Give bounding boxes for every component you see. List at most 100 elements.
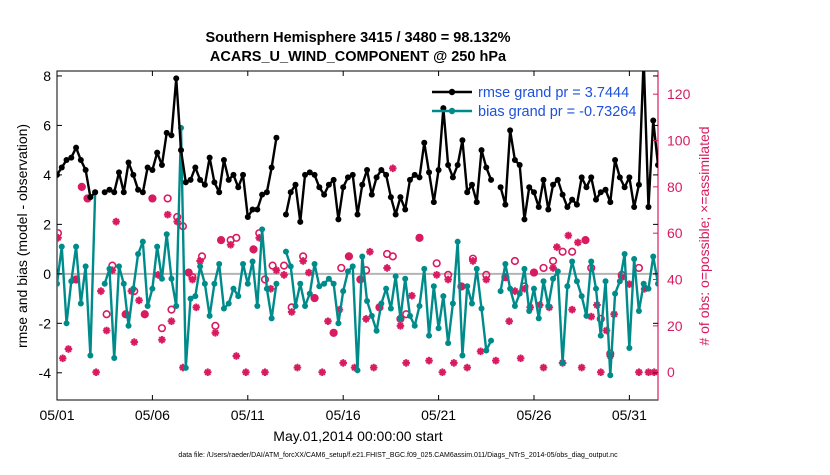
rmse-point	[455, 162, 461, 168]
obs-assimilated-marker	[416, 234, 424, 242]
bias-point	[431, 283, 437, 289]
obs-assimilated-marker	[168, 317, 176, 325]
obs-assimilated-marker	[130, 338, 138, 346]
rmse-point	[531, 189, 537, 195]
bias-point	[335, 320, 341, 326]
rmse-point	[464, 189, 470, 195]
rmse-point	[488, 177, 494, 183]
bias-point	[569, 258, 575, 264]
bias-point	[302, 303, 308, 309]
bias-point	[555, 268, 561, 274]
rmse-point	[550, 182, 556, 188]
rmse-point	[326, 182, 332, 188]
bias-point	[450, 301, 456, 307]
y-left-tick-label: 4	[43, 167, 51, 183]
obs-assimilated-marker	[578, 364, 586, 372]
rmse-point	[397, 194, 403, 200]
rmse-point	[321, 192, 327, 198]
bias-point	[808, 256, 814, 262]
bias-point	[130, 286, 136, 292]
bias-point	[245, 281, 251, 287]
rmse-point	[331, 177, 337, 183]
bias-point	[54, 281, 60, 287]
rmse-point	[579, 174, 585, 180]
bias-point	[207, 313, 213, 319]
bias-point	[803, 268, 809, 274]
bias-point	[474, 266, 480, 272]
bias-point	[87, 352, 93, 358]
bias-point	[402, 276, 408, 282]
bias-point	[250, 258, 256, 264]
x-tick-label: 05/11	[231, 407, 265, 423]
obs-assimilated-marker	[318, 368, 326, 376]
rmse-point	[474, 199, 480, 205]
rmse-point	[188, 177, 194, 183]
rmse-point	[521, 216, 527, 222]
bias-point	[202, 281, 208, 287]
bias-point	[579, 293, 585, 299]
obs-assimilated-marker	[425, 357, 433, 365]
bias-point	[765, 385, 771, 391]
obs-assimilated-marker	[324, 317, 332, 325]
bias-point	[684, 310, 690, 316]
bias-point	[374, 328, 380, 334]
bias-point	[812, 301, 818, 307]
bias-point	[355, 367, 361, 373]
rmse-point	[340, 184, 346, 190]
obs-possible-marker	[559, 248, 566, 255]
bias-point	[626, 345, 632, 351]
rmse-point	[121, 189, 127, 195]
bias-point	[603, 278, 609, 284]
obs-assimilated-marker	[204, 368, 212, 376]
rmse-point	[417, 174, 423, 180]
rmse-point	[674, 197, 680, 203]
bias-point	[674, 310, 680, 316]
y-left-tick-label: -2	[39, 315, 52, 331]
rmse-point	[226, 177, 232, 183]
bias-point	[421, 266, 427, 272]
rmse-point	[684, 214, 690, 220]
bias-point	[154, 244, 160, 250]
bias-point	[521, 266, 527, 272]
rmse-point	[393, 211, 399, 217]
obs-assimilated-marker	[517, 354, 525, 362]
obs-possible-marker	[338, 265, 345, 272]
bias-point	[655, 281, 661, 287]
bias-point	[769, 303, 775, 309]
rmse-point	[603, 187, 609, 193]
rmse-point	[712, 184, 718, 190]
rmse-point	[355, 211, 361, 217]
obs-assimilated-marker	[141, 310, 149, 318]
bias-point	[755, 313, 761, 319]
bias-point	[550, 276, 556, 282]
bias-point	[760, 268, 766, 274]
obs-assimilated-marker	[389, 165, 397, 173]
bias-point	[717, 251, 723, 257]
bias-point	[445, 340, 451, 346]
obs-assimilated-marker	[339, 359, 347, 367]
obs-assimilated-marker	[112, 218, 120, 226]
rmse-point	[288, 189, 294, 195]
bias-point	[168, 276, 174, 282]
rmse-point	[154, 150, 160, 156]
rmse-point	[264, 189, 270, 195]
rmse-point	[126, 160, 132, 166]
bias-point	[502, 261, 508, 267]
bias-point	[660, 256, 666, 262]
bias-point	[192, 293, 198, 299]
bias-point	[307, 291, 313, 297]
bias-point	[631, 256, 637, 262]
obs-possible-marker	[550, 258, 557, 265]
y-right-tick-label: 100	[667, 133, 691, 149]
bias-point	[789, 301, 795, 307]
bias-point	[149, 286, 155, 292]
bias-point	[221, 305, 227, 311]
obs-assimilated-marker	[370, 364, 378, 372]
obs-assimilated-marker	[450, 359, 458, 367]
obs-assimilated-marker	[345, 253, 353, 261]
x-tick-label: 05/01	[39, 407, 74, 423]
bias-point	[283, 249, 289, 255]
rmse-point	[541, 177, 547, 183]
